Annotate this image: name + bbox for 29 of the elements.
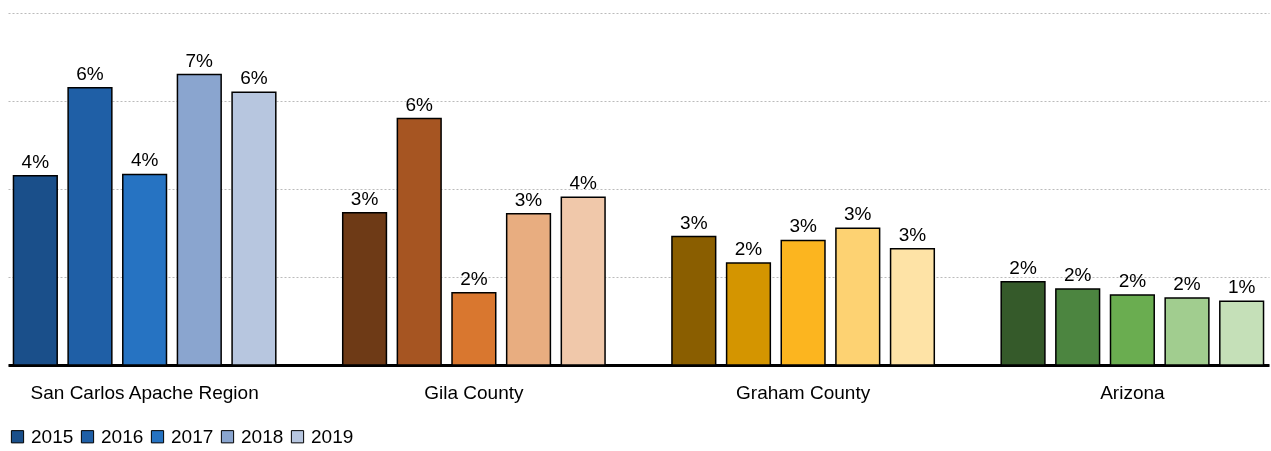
x-tick-label: San Carlos Apache Region [30, 381, 259, 403]
data-label: 2% [734, 237, 763, 259]
data-label: 2% [1118, 270, 1147, 292]
legend-label: 2017 [171, 425, 214, 447]
data-label: 2% [1173, 273, 1201, 295]
legend-label: 2015 [31, 425, 74, 447]
data-label: 4% [130, 149, 159, 171]
x-tick-label: Graham County [736, 381, 871, 403]
data-label: 4% [21, 150, 50, 172]
data-label: 2% [1009, 256, 1037, 278]
data-label: 6% [405, 93, 434, 115]
data-label: 3% [789, 215, 817, 237]
data-label: 7% [185, 49, 214, 71]
data-label: 2% [460, 267, 488, 289]
data-label: 3% [514, 188, 543, 210]
data-label: 3% [680, 211, 708, 233]
data-label: 3% [898, 223, 927, 245]
data-label: 2% [1063, 263, 1092, 285]
data-label: 3% [350, 187, 379, 209]
data-label: 4% [569, 172, 598, 194]
legend-label: 2018 [241, 425, 284, 447]
data-label: 1% [1227, 276, 1256, 298]
data-label: 3% [844, 203, 872, 225]
x-tick-label: Gila County [424, 381, 525, 403]
x-tick-label: Arizona [1100, 381, 1166, 403]
legend-label: 2019 [311, 425, 354, 447]
data-label: 6% [240, 67, 268, 89]
data-label: 6% [76, 62, 104, 84]
legend-label: 2016 [101, 425, 144, 447]
